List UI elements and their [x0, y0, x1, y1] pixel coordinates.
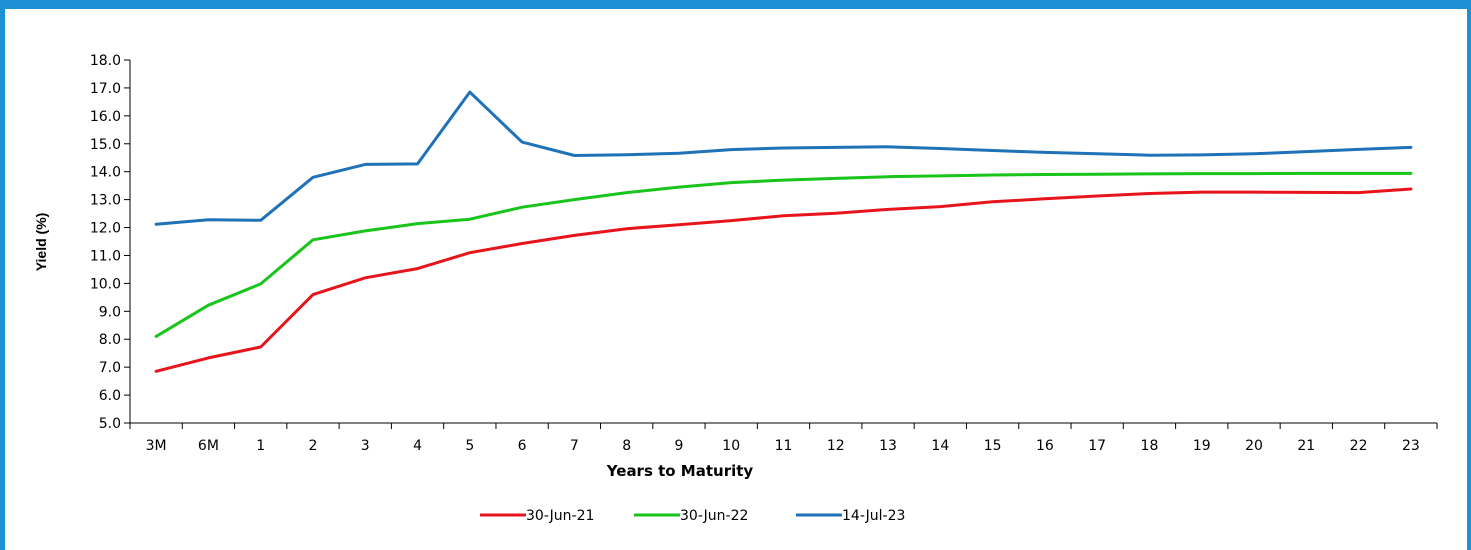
x-tick-label: 2 [309, 438, 318, 454]
y-tick-label: 15.0 [90, 137, 121, 153]
x-tick-label: 4 [413, 438, 422, 454]
x-tick-label: 3M [146, 438, 167, 454]
y-tick-label: 9.0 [99, 304, 121, 320]
y-tick-label: 12.0 [90, 221, 121, 237]
y-axis-title: Yield (%) [33, 213, 49, 272]
x-tick-label: 12 [827, 438, 845, 454]
x-tick-label: 8 [622, 438, 631, 454]
y-tick-label: 13.0 [90, 193, 121, 209]
series-line-0 [154, 187, 1413, 373]
x-tick-label: 19 [1193, 438, 1211, 454]
x-tick-label: 7 [570, 438, 579, 454]
x-axis-title: Years to Maturity [606, 462, 754, 480]
y-tick-label: 16.0 [90, 109, 121, 125]
legend-label: 14-Jul-23 [842, 508, 905, 524]
y-tick-label: 6.0 [99, 388, 121, 404]
y-tick-label: 18.0 [90, 53, 121, 69]
x-tick-label: 21 [1297, 438, 1315, 454]
x-tick-label: 13 [879, 438, 897, 454]
x-tick-label: 20 [1245, 438, 1263, 454]
x-tick-label: 9 [674, 438, 683, 454]
top-accent-bar [0, 0, 1471, 9]
y-tick-label: 10.0 [90, 276, 121, 292]
y-tick-label: 17.0 [90, 81, 121, 97]
series-line-1 [154, 171, 1413, 338]
x-tick-label: 1 [256, 438, 265, 454]
x-tick-label: 14 [931, 438, 949, 454]
legend-label: 30-Jun-21 [526, 508, 594, 524]
y-tick-label: 14.0 [90, 165, 121, 181]
x-tick-label: 18 [1141, 438, 1159, 454]
legend-label: 30-Jun-22 [680, 508, 748, 524]
y-tick-label: 8.0 [99, 332, 121, 348]
x-tick-label: 5 [465, 438, 474, 454]
x-tick-label: 3 [361, 438, 370, 454]
series-layer [154, 90, 1413, 373]
x-tick-label: 15 [984, 438, 1002, 454]
x-tick-label: 10 [722, 438, 740, 454]
legend: 30-Jun-21 30-Jun-22 14-Jul-23 [480, 508, 905, 524]
x-tick-label: 6M [198, 438, 219, 454]
x-tick-label: 22 [1350, 438, 1368, 454]
x-tick-label: 17 [1088, 438, 1106, 454]
x-tick-label: 16 [1036, 438, 1054, 454]
x-tick-label: 6 [518, 438, 527, 454]
series-line-2 [154, 90, 1413, 226]
y-tick-label: 11.0 [90, 248, 121, 264]
x-axis: 3M 6M 1 2 3 4 5 6 7 8 9 10 11 12 13 14 15 16 17 18 19 20 21 22 2… [129, 422, 1438, 454]
x-tick-label: 23 [1402, 438, 1420, 454]
y-tick-label: 5.0 [99, 416, 121, 432]
y-tick-label: 7.0 [99, 360, 121, 376]
y-axis: 5.0 6.0 7.0 8.0 9.0 10.0 11.0 12.0 13.0 14.0 15.0 1… [90, 53, 131, 432]
x-tick-label: 11 [775, 438, 793, 454]
